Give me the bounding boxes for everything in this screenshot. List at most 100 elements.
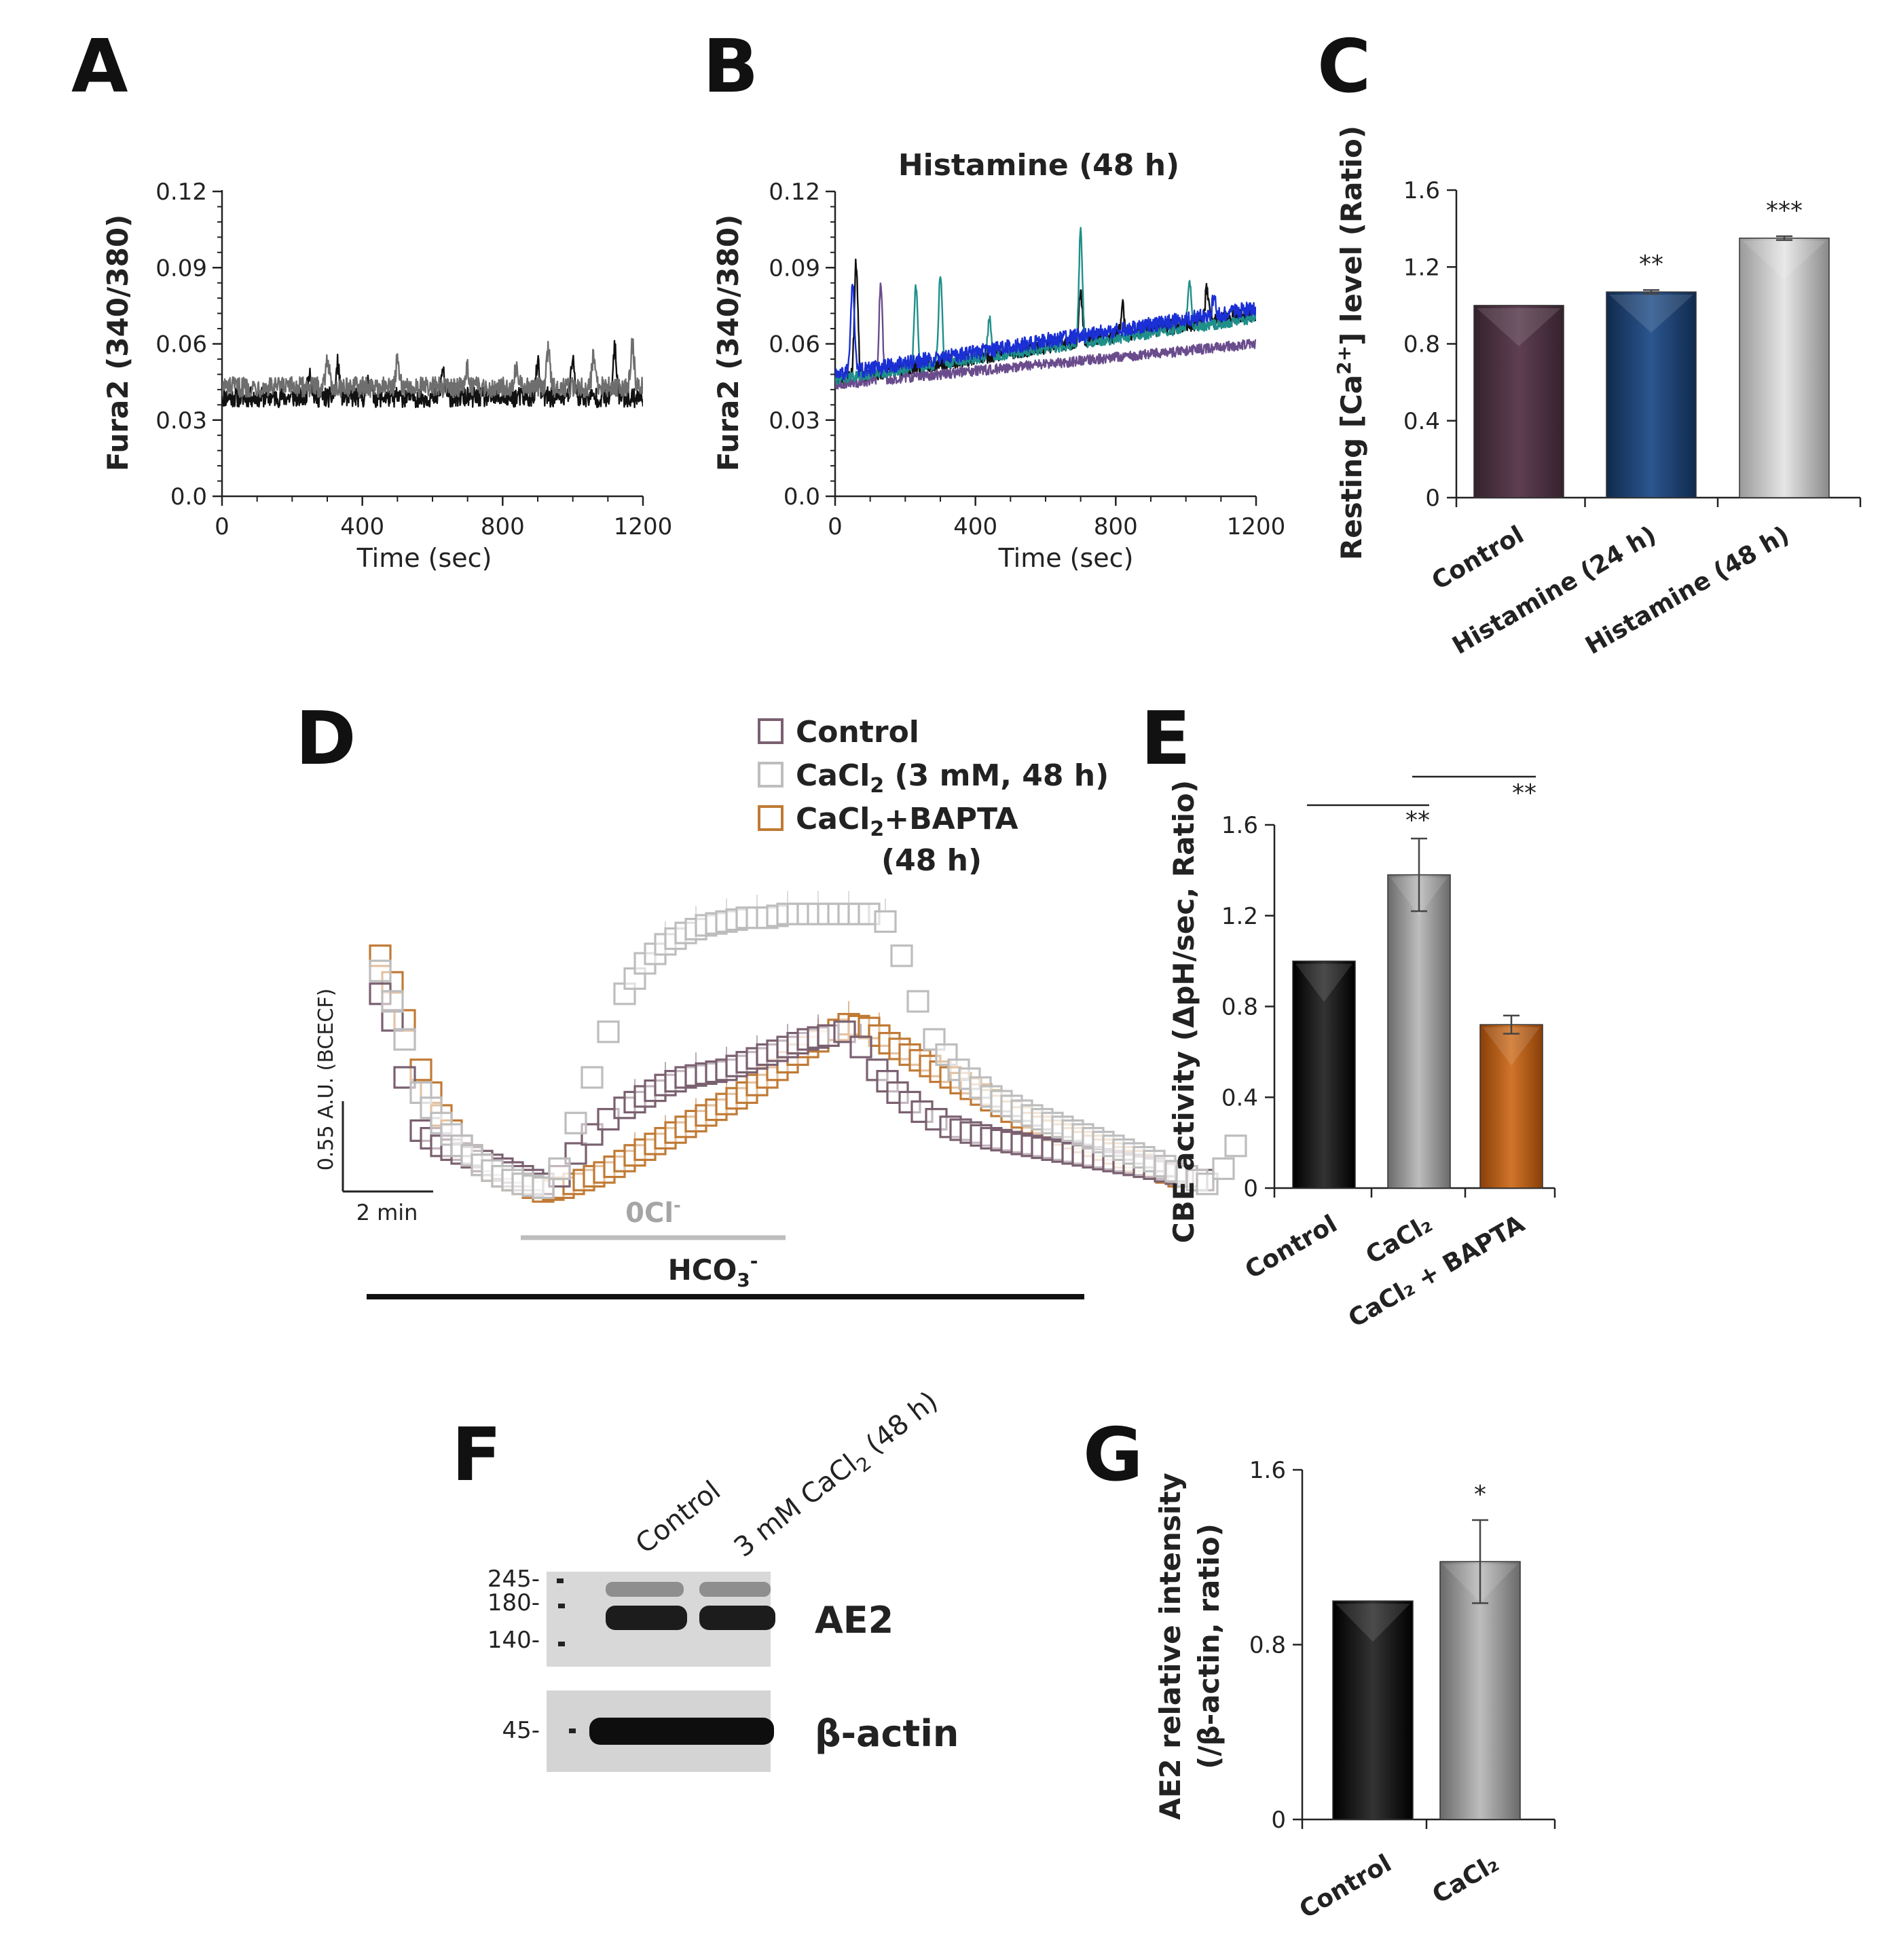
legend-bapta-label-line2: (48 h) bbox=[881, 843, 982, 878]
x-tick-label: 800 bbox=[481, 513, 525, 540]
mw-45: 45- bbox=[502, 1717, 540, 1744]
marker-cacl2-3-mm-48-h- bbox=[874, 910, 897, 933]
legend-bapta-marker bbox=[758, 805, 784, 831]
mw-180: 180- bbox=[487, 1589, 540, 1616]
ae2-band-control bbox=[606, 1606, 687, 1630]
panel-d-trace-chart: Control CaCl2 (3 mM, 48 h) CaCl2+BAPTA (… bbox=[314, 715, 1247, 1299]
blot-label-ae2: AE2 bbox=[815, 1599, 894, 1642]
y-tick-label: 0.12 bbox=[769, 179, 820, 206]
legend-bapta-label: CaCl2+BAPTA bbox=[796, 802, 1018, 841]
category-label: Control bbox=[1295, 1849, 1396, 1924]
panel-a-line-chart: 0.0 0.03 0.06 0.09 0.12 0 400 800 1200 Fura2 (3… bbox=[101, 179, 672, 573]
marker-cacl2-3-mm-48-h- bbox=[906, 990, 929, 1013]
x-tick-label: 1200 bbox=[1227, 513, 1286, 540]
bar-2 bbox=[1606, 291, 1697, 498]
ae2-band-faint-cacl2 bbox=[699, 1582, 771, 1597]
legend-control-marker bbox=[758, 718, 784, 744]
blot-label-actin: β-actin bbox=[815, 1712, 959, 1755]
panel-c-bar-chart: 00.40.81.21.6 Control**Histamine (24 h)*… bbox=[1333, 126, 1862, 660]
ladder-dot-180 bbox=[558, 1604, 565, 1608]
bar-3 bbox=[1479, 1024, 1543, 1189]
category-label: CaCl₂ bbox=[1361, 1210, 1437, 1270]
bar-2 bbox=[1387, 874, 1451, 1189]
x-tick-label: 800 bbox=[1094, 513, 1138, 540]
y-tick-label: 0.0 bbox=[784, 483, 820, 511]
marker-cacl2-3-mm-48-h- bbox=[923, 1028, 946, 1051]
category-label: Control bbox=[1427, 521, 1528, 595]
y-tick-label: 0.09 bbox=[769, 255, 820, 282]
category-label: CaCl₂ + BAPTA bbox=[1344, 1210, 1529, 1333]
trace-4 bbox=[835, 283, 1256, 381]
x-tick-label: 1200 bbox=[614, 513, 673, 540]
panel-b-line-chart: Histamine (48 h) 0.0 0.03 0.06 0.09 0.12 0 40… bbox=[712, 148, 1285, 573]
marker-cacl2-3-mm-48-h- bbox=[381, 990, 404, 1013]
significance-label: * bbox=[1474, 1481, 1486, 1509]
actin-band bbox=[589, 1718, 774, 1745]
panel-letter-d: D bbox=[295, 697, 356, 781]
x-tick-label: 400 bbox=[953, 513, 997, 540]
panel-b-title: Histamine (48 h) bbox=[898, 148, 1179, 183]
y-tick-label: 0.03 bbox=[769, 407, 820, 434]
y-tick-label: 1.6 bbox=[1403, 177, 1440, 204]
ladder-dot-45 bbox=[569, 1728, 576, 1733]
panel-g-y-label-line1: AE2 relative intensity bbox=[1154, 1473, 1187, 1820]
y-tick-label: 0 bbox=[1243, 1175, 1258, 1202]
bar-highlight bbox=[1295, 963, 1352, 1002]
y-tick-label: 0.0 bbox=[170, 483, 207, 511]
panel-letter-a: A bbox=[71, 24, 128, 109]
panel-e-y-label: CBE activity (ΔpH/sec, Ratio) bbox=[1167, 780, 1200, 1243]
marker-cacl2-3-mm-48-h- bbox=[532, 1176, 555, 1200]
bar-1 bbox=[1292, 960, 1356, 1189]
panel-d-legend: Control CaCl2 (3 mM, 48 h) CaCl2+BAPTA (… bbox=[758, 715, 1109, 878]
mw-140: 140- bbox=[487, 1627, 540, 1654]
bar-highlight bbox=[1609, 295, 1693, 333]
y-tick-label: 0.8 bbox=[1249, 1632, 1286, 1659]
marker-cacl2-3-mm-48-h- bbox=[393, 1028, 416, 1051]
bicarbonate-label: HCO3- bbox=[668, 1250, 758, 1291]
category-label: CaCl₂ bbox=[1428, 1849, 1504, 1909]
marker-cacl2-3-mm-48-h- bbox=[548, 1157, 571, 1181]
marker-cacl2-3-mm-48-h- bbox=[1212, 1157, 1235, 1181]
trace-2 bbox=[222, 337, 643, 399]
blot-lane-cacl2: 3 mM CaCl2 (48 h) bbox=[729, 1386, 946, 1567]
panel-b-y-label: Fura2 (340/380) bbox=[712, 215, 745, 471]
bar-1 bbox=[1332, 1600, 1414, 1820]
y-tick-label: 0 bbox=[1425, 485, 1440, 512]
x-tick-label: 0 bbox=[828, 513, 843, 540]
bar-highlight bbox=[1477, 308, 1561, 346]
blot-bands bbox=[589, 1582, 775, 1745]
panel-g-y-label-line2: (/β-actin, ratio) bbox=[1192, 1523, 1226, 1769]
significance-label: ** bbox=[1512, 779, 1536, 807]
panel-letter-c: C bbox=[1317, 24, 1371, 109]
marker-cacl2-3-mm-48-h- bbox=[369, 959, 392, 982]
y-tick-label: 1.2 bbox=[1221, 903, 1258, 930]
panel-letter-f: F bbox=[452, 1413, 502, 1498]
marker-cacl2-3-mm-48-h- bbox=[890, 944, 913, 967]
panel-g-bar-chart: 0 0.8 1.6 Control * CaCl₂ AE2 relative inten… bbox=[1154, 1457, 1556, 1924]
bar-highlight bbox=[1483, 1027, 1540, 1066]
panel-b-x-label: Time (sec) bbox=[998, 543, 1134, 573]
legend-cacl2-label: CaCl2 (3 mM, 48 h) bbox=[796, 758, 1109, 798]
y-tick-label: 1.6 bbox=[1249, 1457, 1286, 1484]
blot-markers: 245- 180- 140- 45- bbox=[487, 1566, 576, 1744]
bar-3 bbox=[1739, 238, 1830, 498]
marker-cacl2-3-mm-48-h- bbox=[597, 1020, 620, 1043]
ladder-dot-140 bbox=[558, 1642, 565, 1646]
marker-cacl2-3-mm-48-h- bbox=[1224, 1134, 1247, 1158]
y-tick-label: 0.8 bbox=[1221, 994, 1258, 1021]
panel-letter-g: G bbox=[1083, 1413, 1143, 1498]
x-tick-label: 0 bbox=[215, 513, 229, 540]
bar-highlight bbox=[1336, 1604, 1410, 1642]
y-tick-label: 0.06 bbox=[155, 331, 207, 358]
bar-2 bbox=[1439, 1561, 1521, 1820]
trace-1 bbox=[222, 339, 643, 409]
legend-control-label: Control bbox=[796, 715, 919, 750]
y-tick-label: 1.6 bbox=[1221, 812, 1258, 839]
significance-label: *** bbox=[1766, 197, 1803, 225]
y-tick-label: 0.03 bbox=[155, 407, 207, 434]
marker-cacl2-3-mm-48-h- bbox=[581, 1066, 604, 1089]
y-tick-label: 0.4 bbox=[1403, 408, 1440, 435]
legend-cacl2-marker bbox=[758, 762, 784, 788]
